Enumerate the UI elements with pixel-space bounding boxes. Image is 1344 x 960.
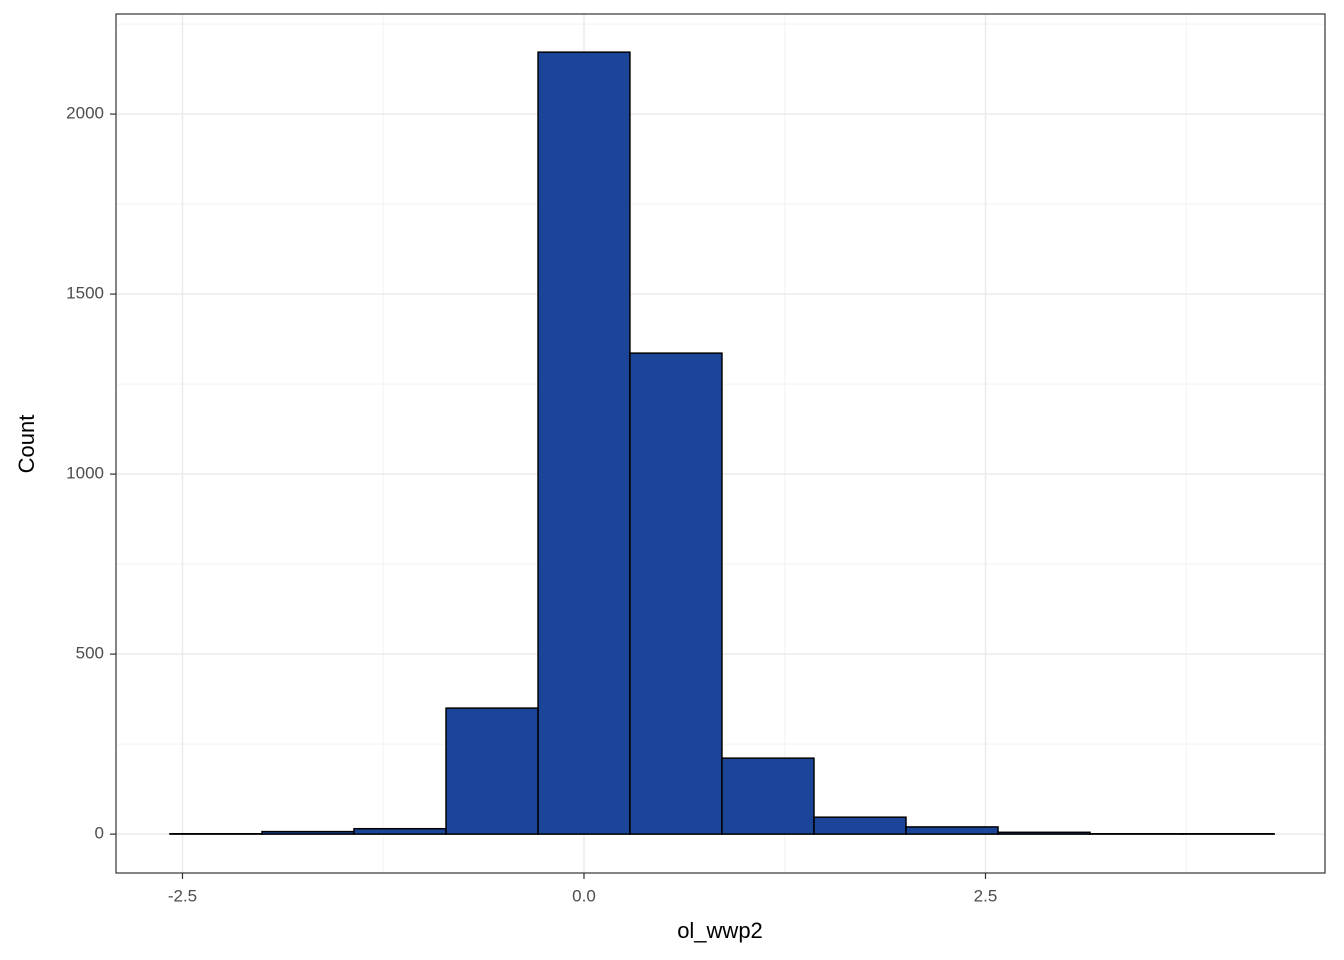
y-tick-label: 2000 bbox=[66, 104, 104, 123]
x-tick-label: -2.5 bbox=[168, 886, 197, 905]
y-tick-label: 0 bbox=[95, 824, 104, 843]
bar bbox=[813, 816, 907, 835]
bar bbox=[997, 831, 1091, 835]
bar bbox=[537, 51, 631, 835]
x-axis-title: ol_wwp2 bbox=[677, 918, 763, 943]
x-tick-label: 0.0 bbox=[572, 886, 596, 905]
x-tick-label: 2.5 bbox=[974, 886, 998, 905]
bar bbox=[905, 826, 999, 835]
y-axis-title: Count bbox=[14, 415, 39, 474]
bar bbox=[445, 707, 539, 835]
bar bbox=[629, 352, 723, 835]
y-tick-label: 1500 bbox=[66, 284, 104, 303]
bar bbox=[353, 827, 447, 835]
plot-border bbox=[115, 13, 1326, 874]
y-tick-label: 1000 bbox=[66, 464, 104, 483]
y-tick-label: 500 bbox=[76, 644, 104, 663]
bar bbox=[721, 757, 815, 835]
bar bbox=[261, 830, 355, 835]
